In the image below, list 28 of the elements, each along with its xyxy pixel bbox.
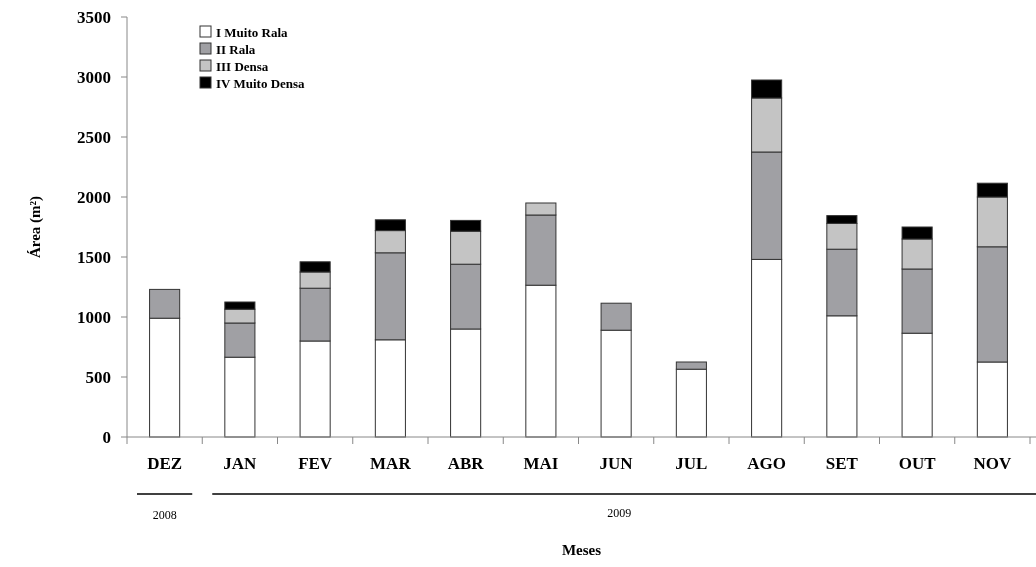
- x-tick-label: DEZ: [147, 454, 183, 473]
- x-tick-label: MAI: [523, 454, 559, 473]
- x-tick-label: MAR: [370, 454, 412, 473]
- y-tick-label: 3500: [77, 7, 111, 27]
- legend-label: IV Muito Densa: [216, 75, 306, 91]
- y-tick-label: 0: [102, 427, 111, 447]
- x-tick-label: JAN: [223, 454, 258, 473]
- x-tick-label: ABR: [447, 454, 485, 473]
- x-tick-label: SET: [825, 454, 859, 473]
- y-tick-label: 3000: [77, 67, 111, 87]
- x-axis-title: Meses: [561, 542, 602, 558]
- x-tick-label: JUL: [675, 454, 708, 473]
- y-axis-title: Área (m²): [27, 195, 44, 259]
- y-tick-label: 2500: [77, 127, 111, 147]
- x-tick-label: NOV: [973, 454, 1012, 473]
- legend-label: III Densa: [216, 58, 269, 74]
- legend-label: I Muito Rala: [216, 24, 288, 40]
- y-tick-label: 1000: [77, 307, 111, 327]
- y-tick-label: 2000: [77, 187, 111, 207]
- y-tick-label: 1500: [77, 247, 111, 267]
- x-tick-label: OUT: [898, 454, 937, 473]
- y-tick-label: 500: [85, 367, 111, 387]
- x-tick-label: AGO: [747, 454, 786, 473]
- text: 2008: [152, 508, 177, 522]
- legend-label: II Rala: [216, 41, 256, 57]
- x-tick-label: JUN: [599, 454, 634, 473]
- text: 2009: [607, 506, 632, 520]
- x-tick-label: FEV: [298, 454, 333, 473]
